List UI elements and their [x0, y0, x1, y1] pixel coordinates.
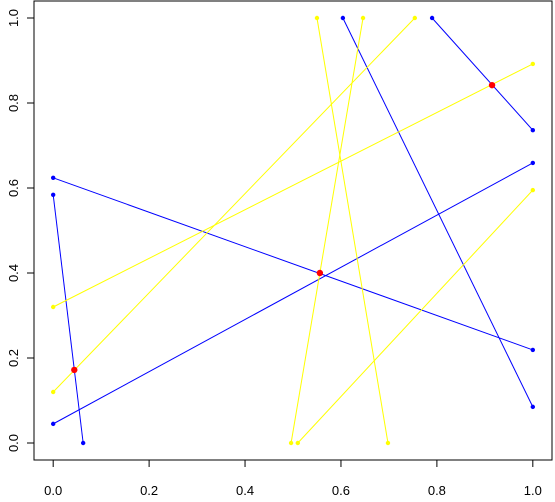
x-tick-label: 0.6	[332, 483, 350, 498]
intersection-point	[316, 269, 324, 277]
intersection-point	[71, 366, 78, 374]
endpoint	[429, 15, 435, 21]
endpoint	[50, 192, 56, 197]
endpoint	[412, 15, 418, 21]
segment	[342, 17, 534, 408]
x-tick-label: 1.0	[524, 483, 542, 498]
y-tick-label: 0.2	[6, 349, 21, 367]
segment	[316, 17, 389, 444]
x-tick-label: 0.0	[44, 483, 62, 498]
x-tick-label: 0.8	[428, 483, 446, 498]
endpoint	[80, 440, 86, 446]
endpoint	[530, 61, 536, 67]
endpoint	[530, 404, 536, 410]
endpoint	[530, 187, 536, 193]
endpoint	[530, 160, 536, 166]
y-tick-label: 0.0	[6, 434, 21, 452]
endpoint	[360, 15, 366, 21]
y-tick-label: 0.8	[6, 94, 21, 112]
intersection-point	[488, 81, 496, 89]
endpoint	[288, 440, 294, 446]
segment	[431, 17, 534, 131]
endpoint	[295, 440, 300, 446]
y-tick-label: 1.0	[6, 9, 21, 27]
endpoint	[530, 347, 536, 353]
segment	[297, 189, 534, 444]
x-tick-label: 0.2	[140, 483, 158, 498]
segment	[290, 17, 364, 444]
endpoint	[50, 304, 56, 310]
x-tick-label: 0.4	[236, 483, 254, 498]
endpoint	[314, 15, 320, 21]
segment	[52, 17, 416, 393]
endpoint	[340, 15, 346, 21]
endpoint	[50, 389, 56, 395]
endpoint	[50, 175, 56, 180]
y-tick-label: 0.6	[6, 179, 21, 197]
segment	[52, 63, 534, 308]
segment	[53, 177, 533, 351]
segment	[52, 162, 534, 425]
endpoint	[385, 440, 391, 446]
segment	[52, 194, 84, 444]
plot-box	[33, 0, 553, 461]
endpoint	[530, 128, 536, 133]
endpoint	[50, 421, 56, 427]
y-tick-label: 0.4	[6, 264, 21, 282]
